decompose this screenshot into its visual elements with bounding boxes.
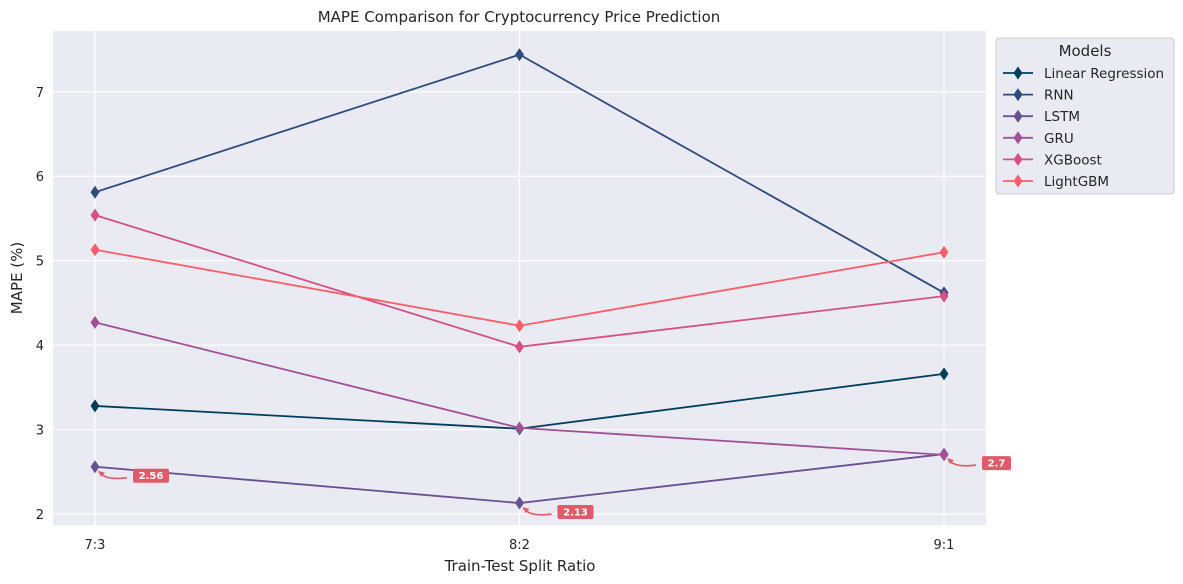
legend-label: Linear Regression [1044, 66, 1164, 82]
annotation-box [557, 505, 594, 520]
series-gru [90, 315, 949, 462]
data-point [939, 367, 949, 381]
data-point [90, 460, 100, 474]
data-point [939, 448, 949, 462]
legend-label: RNN [1044, 88, 1074, 104]
series-lightgbm [90, 243, 949, 333]
annotation: 2.13 [522, 505, 594, 520]
legend-item: RNN [1003, 88, 1074, 104]
legend-item: LightGBM [1003, 174, 1109, 190]
annotation-arrowhead [98, 470, 105, 477]
y-tick-label: 7 [36, 86, 44, 101]
legend-marker [1013, 66, 1023, 80]
annotation: 2.56 [98, 468, 169, 483]
series-xgboost [90, 208, 949, 354]
annotation-label: 2.13 [563, 508, 588, 519]
legend-items: Linear Regression RNN LSTM GRU XGBoost LightG… [1003, 66, 1164, 190]
data-point [90, 185, 100, 199]
data-point [939, 245, 949, 259]
x-tick-label: 8:2 [509, 538, 530, 553]
legend-item: GRU [1003, 131, 1074, 147]
data-point [939, 289, 949, 303]
legend-label: LSTM [1044, 109, 1080, 125]
series-layer [90, 48, 949, 510]
data-point [515, 496, 524, 510]
legend-item: XGBoost [1003, 152, 1102, 168]
legend-marker [1013, 88, 1023, 102]
annotation-box [982, 456, 1011, 471]
x-tick-label: 7:3 [85, 538, 106, 553]
annotation-box [133, 468, 169, 483]
data-point [90, 243, 100, 257]
annotation: 2.7 [947, 456, 1011, 471]
legend-marker [1013, 109, 1023, 123]
data-point [515, 319, 524, 333]
y-tick-label: 2 [36, 508, 44, 523]
annotation-label: 2.7 [988, 459, 1006, 470]
legend-marker [1013, 131, 1023, 145]
legend-marker [1013, 174, 1023, 188]
legend-title: Models [1059, 42, 1112, 60]
data-point [90, 399, 100, 413]
legend-label: XGBoost [1044, 152, 1102, 168]
x-tick-label: 9:1 [934, 538, 955, 553]
x-axis-ticks: 7:3 8:2 9:1 [85, 538, 955, 553]
legend: Models Linear Regression RNN LSTM GRU XGBoos… [995, 37, 1175, 195]
legend-item: Linear Regression [1003, 66, 1164, 82]
series-rnn [90, 48, 949, 300]
data-point [90, 315, 100, 329]
data-point [515, 48, 524, 62]
y-tick-label: 3 [36, 424, 44, 439]
annotations-layer: 2.56 2.13 2.7 [98, 456, 1011, 520]
legend-label: LightGBM [1044, 174, 1109, 190]
y-axis-label: MAPE (%) [8, 242, 26, 314]
legend-item: LSTM [1003, 109, 1080, 125]
y-tick-label: 6 [36, 170, 44, 185]
data-point [515, 340, 524, 354]
annotation-arrowhead [522, 507, 530, 514]
data-point [515, 421, 524, 435]
legend-marker [1013, 152, 1023, 166]
y-tick-label: 4 [36, 339, 44, 354]
data-point [90, 208, 100, 222]
x-axis-label: Train-Test Split Ratio [444, 557, 596, 575]
annotation-label: 2.56 [139, 471, 164, 482]
y-tick-label: 5 [36, 255, 44, 270]
annotation-arrowhead [947, 458, 954, 465]
y-axis-ticks: 2 3 4 5 6 7 [36, 86, 44, 523]
chart-title: MAPE Comparison for Cryptocurrency Price… [318, 8, 721, 26]
legend-label: GRU [1044, 131, 1074, 147]
legend-box [995, 37, 1175, 195]
